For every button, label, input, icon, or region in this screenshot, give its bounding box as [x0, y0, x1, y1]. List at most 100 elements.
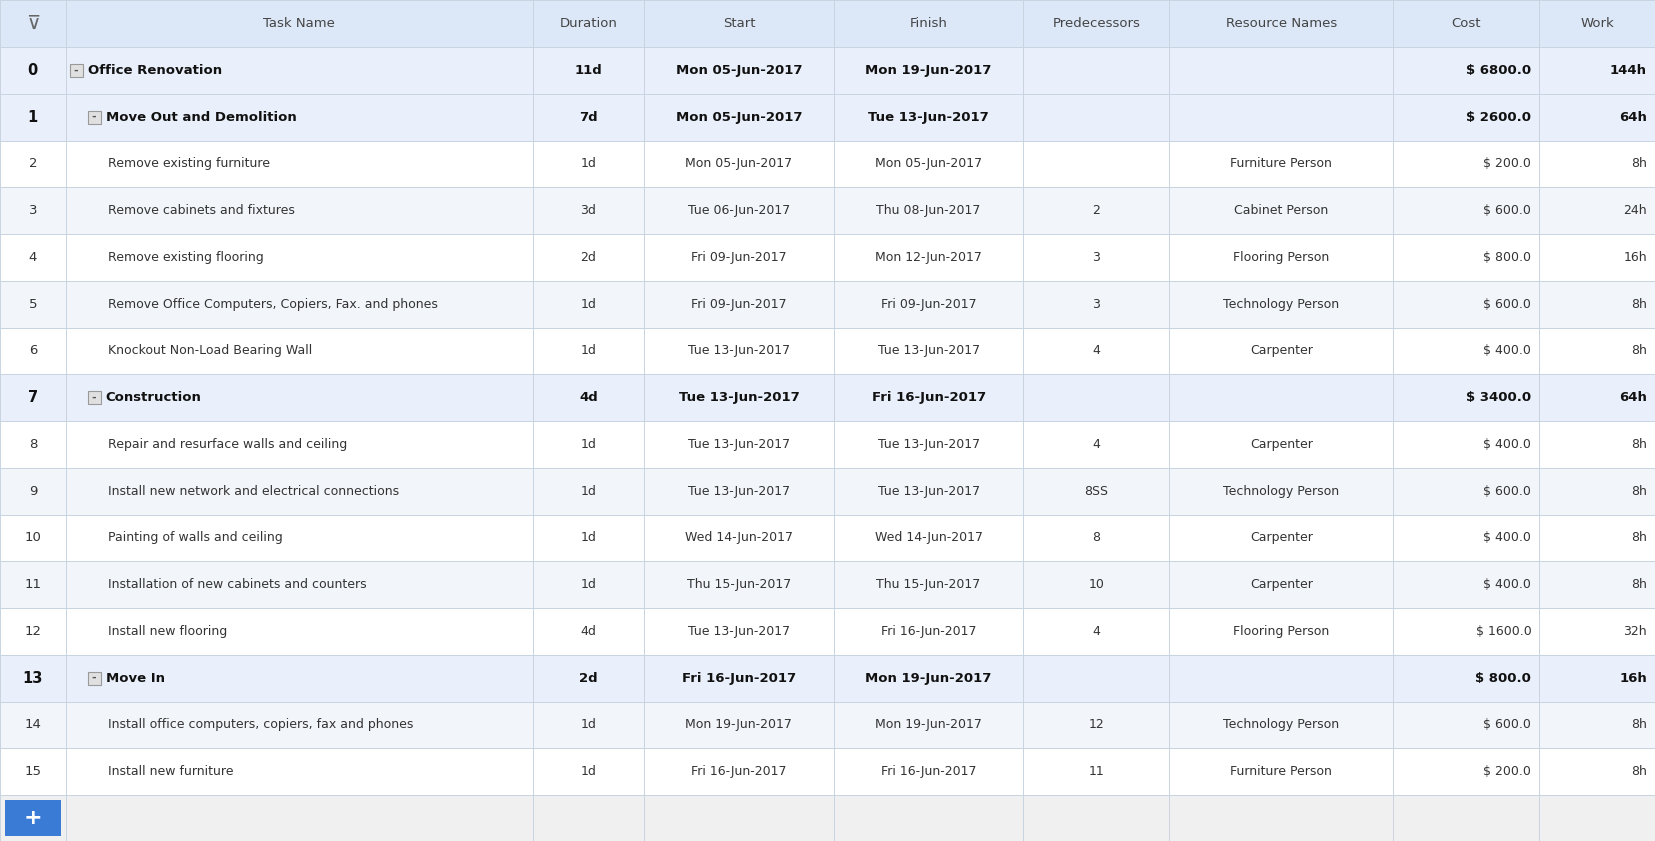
Text: Technology Person: Technology Person [1223, 298, 1339, 310]
Text: 3: 3 [28, 204, 36, 217]
Text: Work: Work [1581, 17, 1614, 30]
Bar [0, 234, 1655, 281]
Text: $ 400.0: $ 400.0 [1483, 344, 1531, 357]
Text: 1d: 1d [581, 344, 596, 357]
Text: $ 600.0: $ 600.0 [1483, 298, 1531, 310]
Text: 8h: 8h [1632, 765, 1647, 778]
Text: 32h: 32h [1624, 625, 1647, 637]
Text: 1d: 1d [581, 578, 596, 591]
Bar [1170, 0, 1394, 47]
Text: Thu 15-Jun-2017: Thu 15-Jun-2017 [687, 578, 791, 591]
Text: 11: 11 [1089, 765, 1104, 778]
Text: Thu 08-Jun-2017: Thu 08-Jun-2017 [877, 204, 981, 217]
Text: 1d: 1d [581, 438, 596, 451]
Text: 7: 7 [28, 390, 38, 405]
Text: Carpenter: Carpenter [1250, 532, 1312, 544]
Text: Tue 13-Jun-2017: Tue 13-Jun-2017 [877, 438, 980, 451]
Text: Fri 09-Jun-2017: Fri 09-Jun-2017 [692, 251, 786, 264]
Text: Task Name: Task Name [263, 17, 334, 30]
Text: 8h: 8h [1632, 484, 1647, 498]
Text: Predecessors: Predecessors [1053, 17, 1140, 30]
Text: 64h: 64h [1619, 111, 1647, 124]
Text: 1d: 1d [581, 718, 596, 732]
Bar [0, 795, 1655, 841]
Bar [88, 672, 101, 685]
Text: 0: 0 [28, 63, 38, 78]
Text: Install office computers, copiers, fax and phones: Install office computers, copiers, fax a… [108, 718, 414, 732]
Text: -: - [91, 112, 96, 122]
Text: 6: 6 [28, 344, 36, 357]
Text: 4: 4 [1092, 438, 1101, 451]
Text: Fri 16-Jun-2017: Fri 16-Jun-2017 [872, 391, 986, 405]
Text: 15: 15 [25, 765, 41, 778]
Text: Flooring Person: Flooring Person [1233, 625, 1329, 637]
Text: $ 3400.0: $ 3400.0 [1466, 391, 1531, 405]
Text: Tue 13-Jun-2017: Tue 13-Jun-2017 [688, 344, 789, 357]
Text: 64h: 64h [1619, 391, 1647, 405]
Text: Mon 19-Jun-2017: Mon 19-Jun-2017 [866, 64, 991, 77]
Text: 14: 14 [25, 718, 41, 732]
Text: Fri 09-Jun-2017: Fri 09-Jun-2017 [880, 298, 976, 310]
Text: 11d: 11d [574, 64, 602, 77]
Text: 7d: 7d [579, 111, 597, 124]
Text: 4: 4 [1092, 344, 1101, 357]
Text: Furniture Person: Furniture Person [1230, 157, 1332, 171]
Text: Mon 05-Jun-2017: Mon 05-Jun-2017 [685, 157, 793, 171]
Bar [0, 0, 66, 47]
Text: Move In: Move In [106, 672, 164, 685]
Bar [0, 421, 1655, 468]
Text: $ 400.0: $ 400.0 [1483, 578, 1531, 591]
Text: Resource Names: Resource Names [1226, 17, 1337, 30]
Text: Cost: Cost [1451, 17, 1481, 30]
Text: +: + [23, 808, 41, 828]
Bar [0, 93, 1655, 140]
Text: $ 400.0: $ 400.0 [1483, 438, 1531, 451]
Text: Tue 13-Jun-2017: Tue 13-Jun-2017 [688, 625, 789, 637]
Text: Mon 05-Jun-2017: Mon 05-Jun-2017 [875, 157, 981, 171]
Text: 2: 2 [1092, 204, 1101, 217]
Text: Tue 06-Jun-2017: Tue 06-Jun-2017 [688, 204, 789, 217]
Text: 3: 3 [1092, 251, 1101, 264]
Text: Wed 14-Jun-2017: Wed 14-Jun-2017 [685, 532, 793, 544]
Text: 4d: 4d [581, 625, 596, 637]
Bar [0, 468, 1655, 515]
Bar [0, 515, 1655, 561]
Text: Tue 13-Jun-2017: Tue 13-Jun-2017 [679, 391, 799, 405]
Text: Technology Person: Technology Person [1223, 484, 1339, 498]
Text: Tue 13-Jun-2017: Tue 13-Jun-2017 [877, 484, 980, 498]
Text: 4: 4 [1092, 625, 1101, 637]
Text: Fri 16-Jun-2017: Fri 16-Jun-2017 [880, 625, 976, 637]
Text: Mon 19-Jun-2017: Mon 19-Jun-2017 [866, 672, 991, 685]
Text: $ 200.0: $ 200.0 [1483, 157, 1531, 171]
Text: 1d: 1d [581, 484, 596, 498]
Text: Thu 15-Jun-2017: Thu 15-Jun-2017 [877, 578, 981, 591]
Text: Carpenter: Carpenter [1250, 344, 1312, 357]
Text: $ 2600.0: $ 2600.0 [1466, 111, 1531, 124]
Text: 2d: 2d [581, 251, 596, 264]
Text: $ 200.0: $ 200.0 [1483, 765, 1531, 778]
Bar [1023, 0, 1170, 47]
Bar [0, 608, 1655, 655]
Text: 8: 8 [28, 438, 36, 451]
Text: Install new furniture: Install new furniture [108, 765, 233, 778]
Text: 8h: 8h [1632, 298, 1647, 310]
Text: Office Renovation: Office Renovation [88, 64, 222, 77]
Bar [533, 0, 644, 47]
Text: Furniture Person: Furniture Person [1230, 765, 1332, 778]
Text: 8h: 8h [1632, 578, 1647, 591]
Bar [0, 748, 1655, 795]
Bar [88, 391, 101, 405]
Text: Tue 13-Jun-2017: Tue 13-Jun-2017 [688, 484, 789, 498]
Text: 12: 12 [1089, 718, 1104, 732]
Bar [0, 655, 1655, 701]
Text: Start: Start [723, 17, 755, 30]
Text: Mon 12-Jun-2017: Mon 12-Jun-2017 [875, 251, 981, 264]
Text: -: - [91, 393, 96, 403]
Text: Remove existing furniture: Remove existing furniture [108, 157, 270, 171]
Text: Fri 16-Jun-2017: Fri 16-Jun-2017 [880, 765, 976, 778]
Text: Mon 05-Jun-2017: Mon 05-Jun-2017 [675, 64, 803, 77]
Bar [5, 800, 61, 836]
Text: 8: 8 [1092, 532, 1101, 544]
Text: Tue 13-Jun-2017: Tue 13-Jun-2017 [688, 438, 789, 451]
Text: $ 600.0: $ 600.0 [1483, 204, 1531, 217]
